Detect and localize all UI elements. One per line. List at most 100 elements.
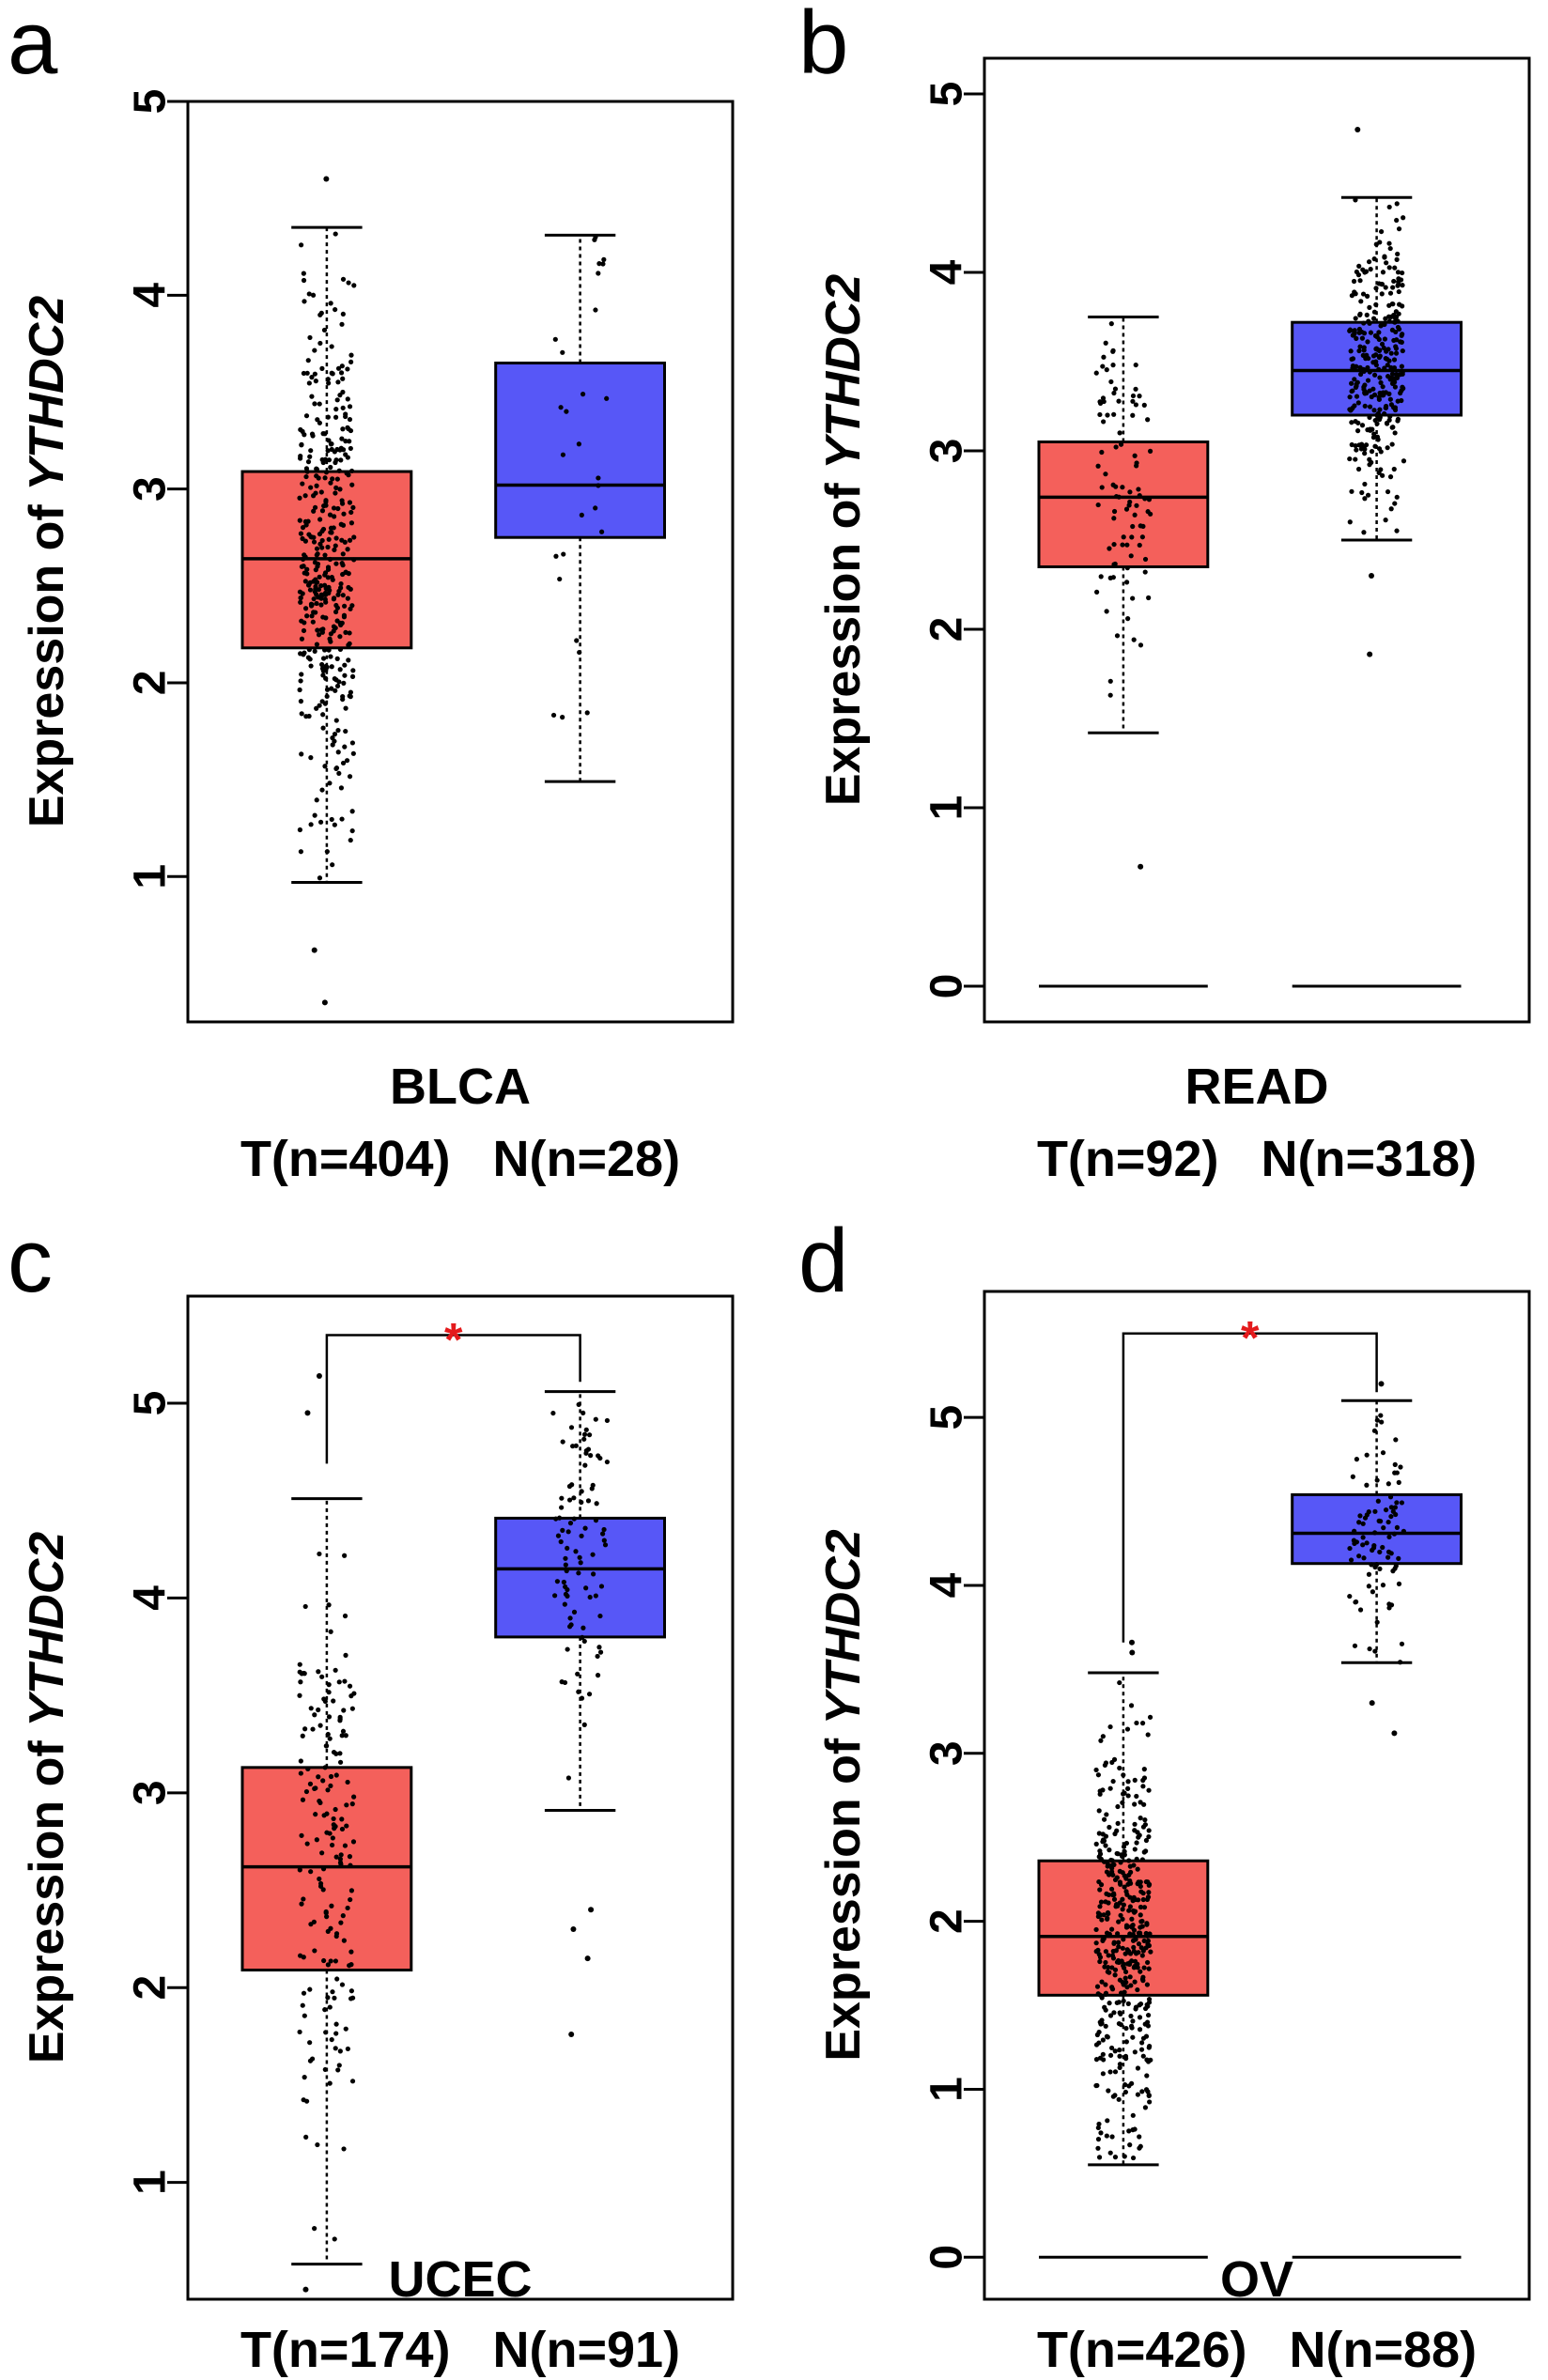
data-point <box>1398 1464 1403 1470</box>
data-point <box>1123 2025 1129 2032</box>
data-point <box>1347 1593 1353 1600</box>
data-point <box>349 482 355 487</box>
data-point <box>338 370 345 376</box>
data-point <box>1134 1840 1139 1846</box>
data-point <box>567 1521 574 1526</box>
data-point <box>1124 1726 1131 1732</box>
data-point <box>1367 304 1372 310</box>
y-axis-label-gene: YTHDC2 <box>20 296 74 491</box>
data-point <box>1144 2073 1150 2079</box>
data-point <box>601 256 607 262</box>
significance-bracket: * <box>325 1313 581 1464</box>
data-point <box>348 837 353 843</box>
data-point <box>1130 2112 1136 2118</box>
data-point <box>1388 506 1394 512</box>
data-point <box>1112 2069 1119 2075</box>
y-tick-label: 5 <box>126 89 176 115</box>
data-point <box>1382 336 1388 342</box>
data-point <box>1132 1979 1138 1985</box>
data-point <box>343 629 348 635</box>
data-point <box>1132 1777 1138 1783</box>
data-point <box>1138 1816 1143 1821</box>
y-axis-label-prefix: Expression of <box>20 1727 74 2063</box>
data-point <box>1132 1847 1138 1852</box>
data-point <box>1107 1785 1113 1791</box>
data-point <box>1357 344 1363 349</box>
data-point <box>1347 394 1353 400</box>
data-point <box>1117 430 1122 436</box>
data-point <box>328 480 333 486</box>
data-point <box>1366 1509 1371 1515</box>
data-point <box>571 1609 578 1615</box>
data-point <box>577 649 582 656</box>
data-point <box>326 1682 332 1688</box>
data-point <box>312 1948 317 1954</box>
data-point <box>305 358 311 363</box>
data-point <box>1116 398 1122 404</box>
data-point <box>1134 502 1139 508</box>
data-point <box>1400 348 1405 354</box>
outlier-point <box>1378 1381 1385 1387</box>
data-point <box>298 595 303 601</box>
outlier-point <box>584 1955 591 1962</box>
data-point <box>342 672 348 678</box>
data-point <box>1394 1500 1400 1506</box>
data-point <box>1146 1787 1152 1793</box>
data-point <box>1139 1857 1145 1862</box>
data-point <box>574 638 580 643</box>
data-point <box>340 426 346 432</box>
data-point <box>323 599 329 605</box>
data-point <box>319 537 325 544</box>
data-point <box>325 1995 331 2001</box>
data-point <box>1361 345 1367 350</box>
data-point <box>1357 312 1363 317</box>
data-point <box>1103 1899 1108 1905</box>
data-point <box>313 379 318 384</box>
data-point <box>1121 1772 1126 1778</box>
data-point <box>1121 1791 1126 1797</box>
data-point <box>312 1712 317 1718</box>
data-point <box>320 1887 326 1893</box>
data-point <box>1361 320 1367 326</box>
data-point <box>554 1579 561 1584</box>
data-point <box>331 525 336 531</box>
data-point <box>298 1758 303 1764</box>
data-point <box>342 662 348 668</box>
data-point <box>1121 534 1126 540</box>
data-point <box>1101 419 1107 425</box>
data-point <box>1382 255 1387 260</box>
data-point <box>344 471 349 476</box>
data-point <box>310 292 317 298</box>
data-point <box>1104 1812 1109 1817</box>
data-point <box>560 452 566 457</box>
data-point <box>1093 1926 1099 1933</box>
data-point <box>1372 1564 1378 1570</box>
data-point <box>560 1439 565 1445</box>
data-point <box>318 595 324 601</box>
data-point <box>1117 2064 1122 2071</box>
iqr-box <box>494 362 667 539</box>
data-point <box>1390 285 1396 290</box>
data-point <box>343 411 348 417</box>
data-point <box>1394 256 1400 262</box>
data-point <box>1137 2015 1143 2020</box>
data-point <box>324 687 331 692</box>
data-point <box>1105 2034 1110 2040</box>
data-point <box>307 657 313 662</box>
data-point <box>1386 417 1392 423</box>
data-point <box>337 1718 343 1723</box>
data-point <box>317 1880 324 1887</box>
data-point <box>341 614 348 620</box>
data-point <box>335 365 342 371</box>
outlier-point <box>1368 573 1374 579</box>
data-point <box>1093 2042 1100 2048</box>
box-series-1 <box>1291 1381 1463 2259</box>
data-point <box>302 579 308 584</box>
x-group-labels: T(n=426) N(n=88) <box>1037 2322 1477 2378</box>
data-point <box>1144 1982 1151 1987</box>
data-point <box>318 583 324 589</box>
data-point <box>317 875 323 881</box>
data-point <box>1399 1500 1405 1506</box>
data-point <box>320 656 327 661</box>
y-tick-label: 1 <box>922 2077 972 2102</box>
